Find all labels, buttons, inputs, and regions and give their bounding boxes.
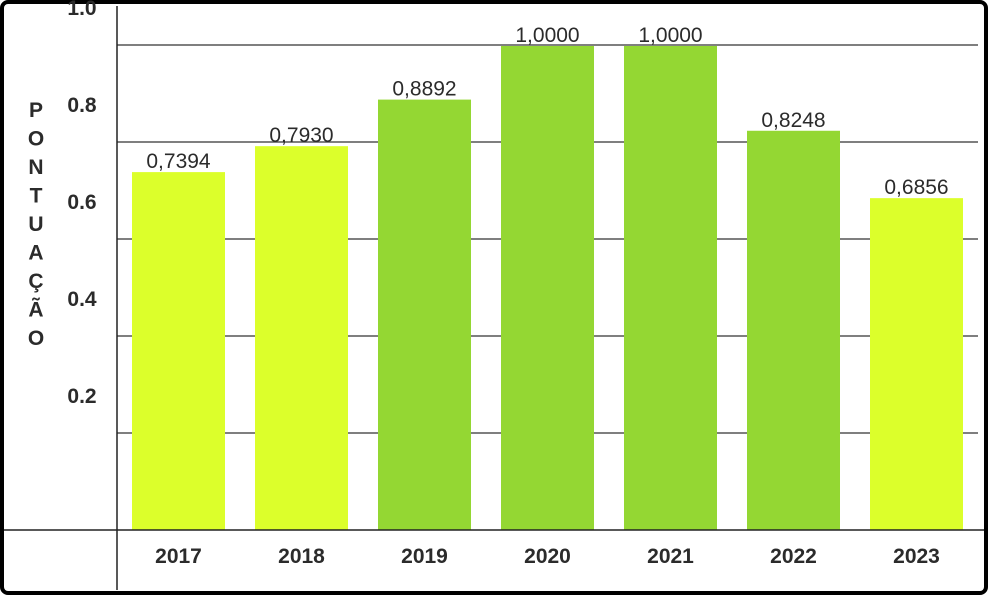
- y-axis-label-letter: A: [28, 242, 43, 265]
- bar-value-label: 0,6856: [884, 176, 948, 199]
- bar-value-label: 1,0000: [515, 24, 579, 47]
- y-ticks-group: 0.2 0.4 0.6 0.8 1.0: [67, 0, 97, 408]
- bar: [747, 130, 840, 531]
- x-category-label: 2021: [647, 545, 694, 568]
- y-axis-label-letter: T: [30, 185, 43, 208]
- x-category-label: 2019: [401, 545, 448, 568]
- x-category-label: 2022: [770, 545, 817, 568]
- bar-value-label: 1,0000: [638, 24, 702, 47]
- bar: [132, 172, 225, 530]
- y-axis-label-letter: N: [28, 156, 43, 179]
- y-axis-label-letter: O: [28, 327, 44, 350]
- y-axis-label-letter: P: [29, 99, 43, 122]
- bar: [255, 146, 348, 530]
- x-category-label: 2018: [278, 545, 325, 568]
- bar: [378, 99, 471, 530]
- y-axis-label-letter: O: [28, 128, 44, 151]
- bar-value-label: 0,7394: [146, 150, 211, 173]
- y-axis-label-letter: Ç: [28, 270, 43, 293]
- bar: [624, 45, 717, 530]
- axes-group: [4, 6, 984, 590]
- y-axis-label-letter: Ã: [28, 299, 43, 322]
- y-tick-label: 0.4: [67, 288, 97, 311]
- bars-group: [132, 45, 963, 531]
- y-tick-label: 0.8: [67, 94, 97, 117]
- bar-value-label: 0,8892: [392, 78, 456, 101]
- x-category-label: 2023: [893, 545, 940, 568]
- bar-value-label: 0,7930: [269, 124, 333, 147]
- x-category-label: 2017: [155, 545, 202, 568]
- bar-value-label: 0,8248: [761, 109, 825, 132]
- x-category-label: 2020: [524, 545, 571, 568]
- bar: [870, 198, 963, 530]
- x-categories-group: 2017 2018 2019 2020 2021 2022 2023: [155, 545, 940, 568]
- bar: [501, 45, 594, 530]
- y-tick-label: 1.0: [67, 0, 96, 20]
- y-tick-label: 0.2: [67, 385, 96, 408]
- value-labels-group: 0,7394 0,7930 0,8892 1,0000 1,0000 0,8248 0,68…: [146, 24, 948, 199]
- y-tick-label: 0.6: [67, 191, 96, 214]
- y-axis-label-letter: U: [28, 213, 43, 236]
